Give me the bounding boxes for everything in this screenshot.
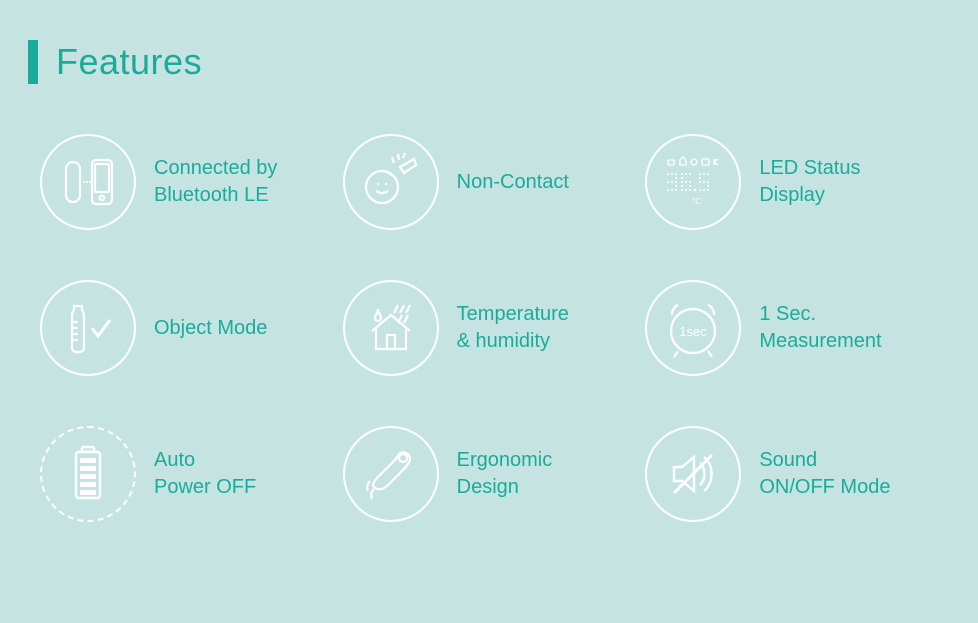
- feature-label: 1 Sec.Measurement: [759, 301, 881, 355]
- feature-onesec: 1sec 1 Sec.Measurement: [645, 280, 938, 376]
- bottle-check-icon: [40, 280, 136, 376]
- feature-label: AutoPower OFF: [154, 447, 256, 501]
- svg-text:℃: ℃: [692, 197, 701, 206]
- feature-label: Connected byBluetooth LE: [154, 155, 277, 209]
- feature-noncontact: Non-Contact: [343, 134, 636, 230]
- feature-label: LED StatusDisplay: [759, 155, 860, 209]
- battery-icon: [40, 426, 136, 522]
- bluetooth-pair-icon: [40, 134, 136, 230]
- svg-text:1sec: 1sec: [680, 324, 708, 339]
- feature-led: ℃ LED StatusDisplay: [645, 134, 938, 230]
- feature-sound: SoundON/OFF Mode: [645, 426, 938, 522]
- feature-temphum: Temperature& humidity: [343, 280, 636, 376]
- feature-object: Object Mode: [40, 280, 333, 376]
- thermometer-hand-icon: [343, 426, 439, 522]
- feature-autopower: AutoPower OFF: [40, 426, 333, 522]
- speaker-mute-icon: [645, 426, 741, 522]
- feature-label: SoundON/OFF Mode: [759, 447, 890, 501]
- feature-label: Object Mode: [154, 315, 267, 342]
- feature-label: Temperature& humidity: [457, 301, 569, 355]
- feature-bluetooth: Connected byBluetooth LE: [40, 134, 333, 230]
- heading-text: Features: [56, 41, 202, 83]
- feature-ergonomic: ErgonomicDesign: [343, 426, 636, 522]
- noncontact-icon: [343, 134, 439, 230]
- clock-1sec-icon: 1sec: [645, 280, 741, 376]
- feature-label: ErgonomicDesign: [457, 447, 553, 501]
- feature-label: Non-Contact: [457, 169, 569, 196]
- section-heading: Features: [28, 40, 958, 84]
- led-display-icon: ℃: [645, 134, 741, 230]
- house-weather-icon: [343, 280, 439, 376]
- heading-accent-bar: [28, 40, 38, 84]
- features-grid: Connected byBluetooth LE Non-Contact: [20, 124, 958, 532]
